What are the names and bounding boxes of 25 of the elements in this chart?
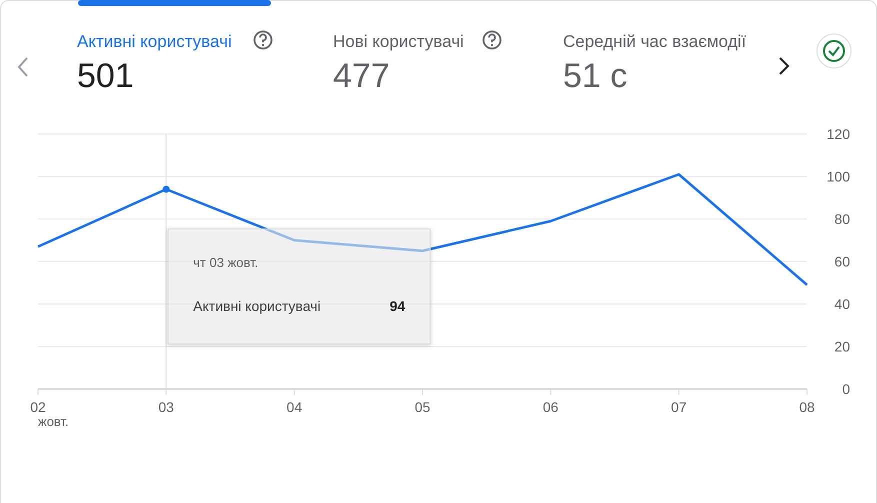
text: 477 [333, 57, 390, 95]
y-tick-label: 100 [826, 168, 850, 184]
text: Активні користувачі [193, 298, 321, 314]
line-series [36, 173, 808, 286]
annotation: 94 [390, 298, 406, 314]
y-tick-label: 0 [842, 380, 850, 397]
y-tick-label: 20 [834, 338, 850, 354]
y-tick-label: 120 [826, 126, 850, 142]
x-tick-label: 08 [799, 399, 815, 415]
y-tick-label: 80 [834, 210, 850, 227]
x-tick-label: 06 [542, 399, 559, 415]
text: 51 с [563, 57, 628, 95]
chart-title: Активні користувачі [77, 32, 232, 51]
y-tick-label: 40 [834, 296, 850, 312]
x-tick-label: 04 [286, 399, 302, 415]
x-axis-title: жовт. [38, 414, 69, 429]
annotation: чт 03 жовт. [193, 255, 258, 270]
text: 501 [77, 57, 134, 95]
x-tick-label: 07 [671, 399, 687, 415]
y-tick-label: 60 [834, 253, 850, 270]
text: Середній час взаємодії [563, 32, 746, 51]
x-tick-label: 02 [30, 399, 46, 415]
text: Нові користувачі [333, 32, 464, 51]
x-tick-label: 05 [414, 399, 430, 415]
x-tick-label: 03 [158, 399, 174, 415]
